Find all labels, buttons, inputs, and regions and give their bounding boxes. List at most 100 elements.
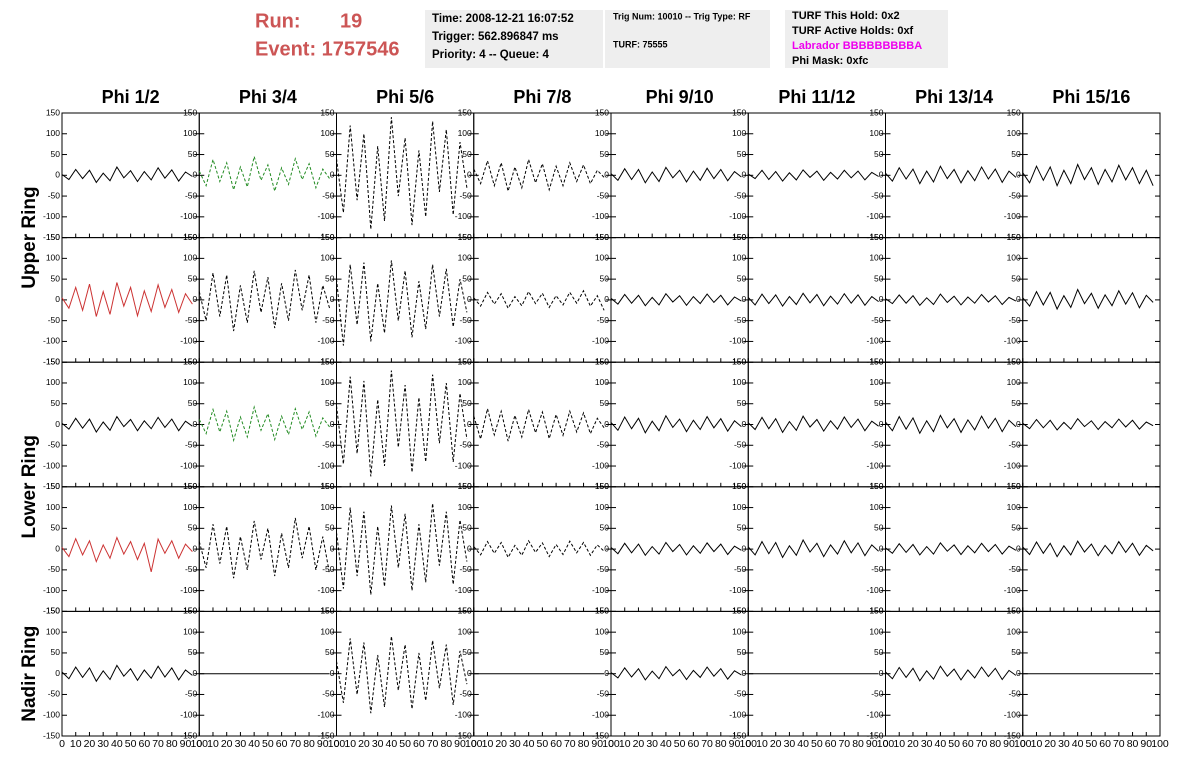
waveform [885,542,1017,556]
y-tick-label: -100 [455,709,472,719]
y-tick-label: -50 [48,689,61,699]
panel-frame [336,486,475,612]
waveform [1022,163,1154,188]
x-tick-label: 20 [358,738,370,750]
y-tick-label: -100 [455,336,472,346]
y-tick-label: 150 [732,606,746,616]
y-tick-label: 150 [1007,232,1021,242]
x-tick-label: 90 [1140,738,1152,750]
y-tick-label: -100 [729,211,746,221]
y-tick-label: 50 [188,647,198,657]
y-tick-label: -100 [1004,211,1021,221]
waveform [885,165,1017,185]
y-tick-label: 150 [732,232,746,242]
y-tick-label: 0 [879,543,884,553]
y-tick-label: -100 [592,585,609,595]
y-tick-label: -100 [43,211,60,221]
y-tick-label: 50 [188,523,198,533]
y-tick-label: 50 [51,149,61,159]
x-tick-label: 50 [125,738,137,750]
x-tick-label: 70 [289,738,301,750]
y-tick-label: 0 [879,668,884,678]
panel-frame [885,610,1024,737]
y-tick-label: 0 [604,668,609,678]
y-tick-label: -150 [455,606,472,616]
y-tick-label: 0 [193,543,198,553]
x-tick-label: 10 [482,738,494,750]
trig-line: TURF: 75555 [613,39,668,49]
y-tick-label: 100 [595,502,609,512]
panel-frame [610,486,749,612]
x-tick-label: 40 [386,738,398,750]
y-tick-label: -100 [455,460,472,470]
info-box [425,10,603,68]
y-tick-label: 50 [325,523,335,533]
y-tick-label: -50 [459,190,472,200]
x-tick-label: 30 [1058,738,1070,750]
turf-line: TURF Active Holds: 0xf [792,25,914,37]
y-tick-label: 50 [874,149,884,159]
x-tick-label: 90 [1003,738,1015,750]
panel-frame [610,112,749,239]
y-tick-label: 50 [874,647,884,657]
y-tick-label: -150 [455,481,472,491]
panel-frame [747,237,886,363]
y-tick-label: 0 [330,294,335,304]
y-tick-label: 50 [51,273,61,283]
y-tick-label: 100 [869,128,883,138]
y-tick-label: 150 [183,232,197,242]
x-tick-label: 0 [59,738,65,750]
y-tick-label: -150 [43,606,60,616]
y-tick-label: 150 [320,606,334,616]
y-tick-label: -100 [43,585,60,595]
y-tick-label: 150 [1007,606,1021,616]
x-tick-label: 100 [1014,738,1032,750]
column-title: Phi 15/16 [1052,87,1130,107]
waveform [61,536,193,573]
x-tick-label: 80 [989,738,1001,750]
panel-frame [473,237,612,363]
waveform [748,169,879,182]
y-tick-label: 100 [732,253,746,263]
panel-frame [885,486,1024,612]
y-tick-label: -150 [180,606,197,616]
y-tick-label: 100 [732,128,746,138]
y-tick-label: -150 [866,730,883,740]
x-tick-label: 10 [207,738,219,750]
y-tick-label: -100 [1004,709,1021,719]
y-tick-label: 0 [604,170,609,180]
waveform [610,541,742,557]
panel-frame [747,486,886,612]
y-tick-label: 100 [320,253,334,263]
x-tick-label: 50 [1086,738,1098,750]
y-tick-label: 0 [467,668,472,678]
y-tick-label: 150 [46,606,60,616]
y-tick-label: 150 [732,481,746,491]
y-tick-label: -100 [180,211,197,221]
y-tick-label: -50 [871,440,884,450]
x-tick-label: 10 [70,738,82,750]
panel-frame [885,237,1024,363]
panel-frame [61,486,200,612]
x-tick-label: 50 [948,738,960,750]
y-tick-label: 100 [320,502,334,512]
y-tick-label: -50 [48,315,61,325]
x-tick-label: 30 [97,738,109,750]
x-tick-label: 100 [739,738,757,750]
y-tick-label: 100 [458,377,472,387]
y-tick-label: 0 [55,419,60,429]
waveform [473,407,605,442]
waveform [747,415,879,434]
y-tick-label: -50 [871,689,884,699]
y-tick-label: -150 [866,356,883,366]
panel-frame [747,112,886,239]
y-tick-label: 0 [467,294,472,304]
panel-frame [610,237,749,363]
y-tick-label: -50 [734,564,747,574]
y-tick-label: -150 [729,606,746,616]
panel-frame [198,237,337,363]
y-tick-label: 150 [320,232,334,242]
panel-frame [61,112,200,239]
y-tick-label: -50 [322,315,335,325]
y-tick-label: 100 [869,502,883,512]
